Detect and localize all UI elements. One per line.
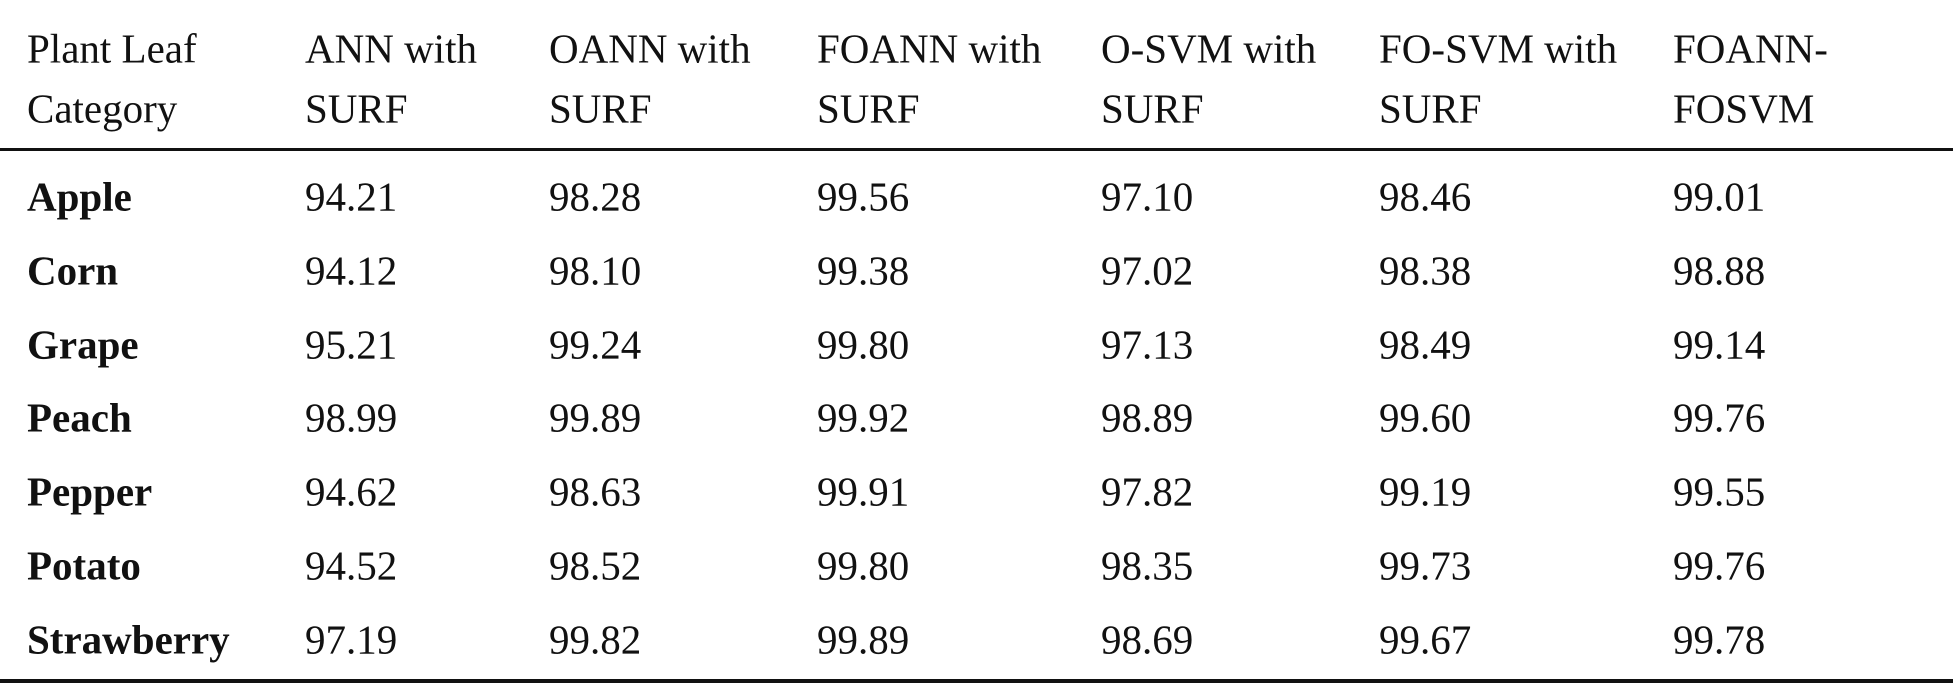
table-cell: 98.89 bbox=[1101, 394, 1194, 441]
table-cell: 99.24 bbox=[549, 321, 642, 368]
table-cell: 99.67 bbox=[1379, 616, 1472, 663]
table-cell: 94.62 bbox=[305, 468, 398, 515]
row-label: Pepper bbox=[27, 468, 153, 515]
row-label: Corn bbox=[27, 247, 119, 294]
table-cell: 95.21 bbox=[305, 321, 398, 368]
table-cell: 98.38 bbox=[1379, 247, 1472, 294]
row-label: Apple bbox=[27, 173, 132, 220]
table-cell: 99.55 bbox=[1673, 468, 1766, 515]
table-cell: 99.91 bbox=[817, 468, 910, 515]
header-cell: SURF bbox=[1101, 85, 1204, 132]
table-cell: 99.56 bbox=[817, 173, 910, 220]
table-cell: 98.49 bbox=[1379, 321, 1472, 368]
table-cell: 98.52 bbox=[549, 542, 642, 589]
table-cell: 99.60 bbox=[1379, 394, 1472, 441]
table-cell: 99.76 bbox=[1673, 542, 1766, 589]
table-cell: 99.89 bbox=[549, 394, 642, 441]
header-cell: Category bbox=[27, 85, 178, 132]
table-cell: 97.82 bbox=[1101, 468, 1194, 515]
table-cell: 98.99 bbox=[305, 394, 398, 441]
header-cell: OANN with bbox=[549, 25, 751, 72]
table-cell: 97.13 bbox=[1101, 321, 1194, 368]
table-cell: 99.76 bbox=[1673, 394, 1766, 441]
table-cell: 99.01 bbox=[1673, 173, 1766, 220]
table-cell: 99.80 bbox=[817, 321, 910, 368]
table-cell: 98.88 bbox=[1673, 247, 1766, 294]
row-label: Peach bbox=[27, 394, 132, 441]
header-cell: SURF bbox=[549, 85, 652, 132]
table-cell: 99.38 bbox=[817, 247, 910, 294]
header-cell: O-SVM with bbox=[1101, 25, 1317, 72]
bottom-rule bbox=[0, 679, 1953, 683]
table-cell: 99.19 bbox=[1379, 468, 1472, 515]
header-cell: SURF bbox=[305, 85, 408, 132]
table-cell: 98.35 bbox=[1101, 542, 1194, 589]
header-cell: SURF bbox=[1379, 85, 1482, 132]
table-cell: 97.19 bbox=[305, 616, 398, 663]
row-label: Grape bbox=[27, 321, 139, 368]
table-cell: 99.73 bbox=[1379, 542, 1472, 589]
header-cell: FOSVM bbox=[1673, 85, 1815, 132]
table-cell: 99.14 bbox=[1673, 321, 1766, 368]
row-label: Potato bbox=[27, 542, 141, 589]
row-label: Strawberry bbox=[27, 616, 230, 663]
table-cell: 99.92 bbox=[817, 394, 910, 441]
table-cell: 99.78 bbox=[1673, 616, 1766, 663]
table-cell: 98.69 bbox=[1101, 616, 1194, 663]
header-rule bbox=[0, 148, 1953, 151]
table-cell: 98.63 bbox=[549, 468, 642, 515]
header-cell: FOANN with bbox=[817, 25, 1042, 72]
table-cell: 97.02 bbox=[1101, 247, 1194, 294]
table-cell: 99.89 bbox=[817, 616, 910, 663]
header-cell: Plant Leaf bbox=[27, 25, 197, 72]
table-cell: 98.10 bbox=[549, 247, 642, 294]
table-cell: 99.82 bbox=[549, 616, 642, 663]
table-cell: 97.10 bbox=[1101, 173, 1194, 220]
table-cell: 94.12 bbox=[305, 247, 398, 294]
header-cell: FOANN- bbox=[1673, 25, 1828, 72]
table-cell: 98.46 bbox=[1379, 173, 1472, 220]
header-cell: FO-SVM with bbox=[1379, 25, 1618, 72]
table-cell: 99.80 bbox=[817, 542, 910, 589]
header-cell: SURF bbox=[817, 85, 920, 132]
table-cell: 94.52 bbox=[305, 542, 398, 589]
table-cell: 94.21 bbox=[305, 173, 398, 220]
header-cell: ANN with bbox=[305, 25, 477, 72]
table-cell: 98.28 bbox=[549, 173, 642, 220]
